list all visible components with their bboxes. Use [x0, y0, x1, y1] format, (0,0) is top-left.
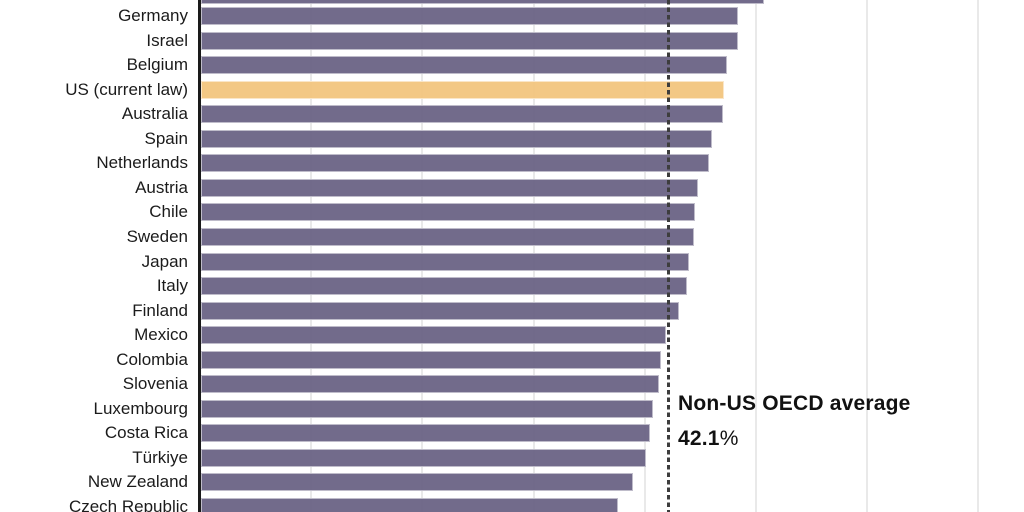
category-label-slovenia: Slovenia — [122, 374, 188, 394]
bar-finland — [201, 301, 680, 320]
category-label-luxembourg: Luxembourg — [93, 398, 188, 418]
bar-japan — [201, 252, 690, 271]
bar-clipped-top-row — [201, 0, 764, 4]
category-label-netherlands: Netherlands — [96, 153, 188, 173]
oecd-average-annotation: Non-US OECD average 42.1% — [678, 386, 911, 456]
category-label-new-zealand: New Zealand — [87, 472, 188, 492]
bar-israel — [201, 31, 739, 50]
category-label-sweden: Sweden — [126, 226, 188, 246]
bar-sweden — [201, 227, 694, 246]
category-label-colombia: Colombia — [116, 349, 188, 369]
category-label-australia: Australia — [121, 104, 188, 124]
bar-australia — [201, 105, 723, 124]
gridline-50-percent — [755, 0, 757, 512]
category-label-spain: Spain — [144, 128, 188, 148]
annotation-value: 42.1% — [678, 421, 911, 456]
bar-us-current-law — [201, 80, 724, 99]
bar-t-rkiye — [201, 448, 646, 467]
category-label-costa-rica: Costa Rica — [104, 423, 188, 443]
bar-czech-republic — [201, 498, 619, 512]
bar-italy — [201, 277, 688, 296]
category-label-mexico: Mexico — [134, 325, 188, 345]
gridline-70-percent — [977, 0, 980, 512]
category-label-japan: Japan — [141, 251, 188, 271]
bar-chile — [201, 203, 695, 222]
category-label-chile: Chile — [149, 202, 188, 222]
bar-netherlands — [201, 154, 710, 173]
bar-spain — [201, 129, 712, 148]
category-label-czech-republic: Czech Republic — [68, 497, 188, 512]
bar-costa-rica — [201, 424, 651, 443]
category-label-israel: Israel — [146, 30, 188, 50]
bar-slovenia — [201, 375, 660, 394]
annotation-percent-sign: % — [719, 427, 739, 450]
y-axis-line — [198, 0, 201, 512]
category-label-finland: Finland — [132, 300, 188, 320]
annotation-value-number: 42.1 — [678, 427, 720, 450]
bar-mexico — [201, 326, 666, 345]
annotation-label: Non-US OECD average — [678, 392, 911, 415]
bar-belgium — [201, 56, 728, 75]
bar-germany — [201, 7, 739, 25]
category-label-italy: Italy — [156, 276, 188, 296]
category-label-us-current-law: US (current law) — [65, 79, 188, 99]
category-label-t-rkiye: Türkiye — [132, 447, 188, 467]
gridline-60-percent — [866, 0, 869, 512]
bar-new-zealand — [201, 473, 633, 492]
category-label-austria: Austria — [135, 177, 188, 197]
bar-colombia — [201, 350, 662, 369]
bar-luxembourg — [201, 399, 653, 418]
bar-austria — [201, 178, 699, 197]
category-label-germany: Germany — [118, 6, 188, 25]
category-label-belgium: Belgium — [126, 55, 188, 75]
oecd-average-reference-line — [667, 0, 671, 512]
